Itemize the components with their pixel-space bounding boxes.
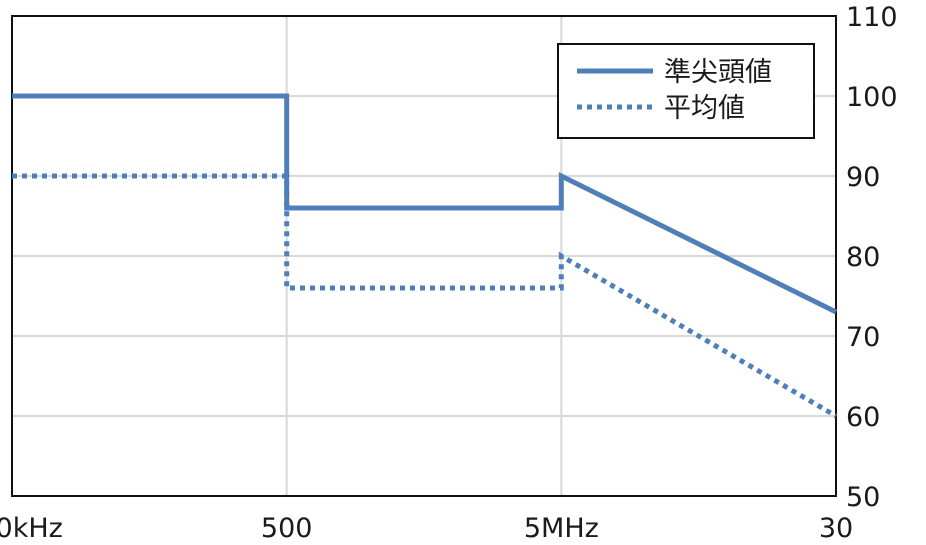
y-tick-label: 70 [846,322,880,353]
x-axis-ticks: 150kHz 500 5MHz 30 [0,513,853,544]
x-tick-label: 150kHz [0,513,63,544]
series-group [12,93,838,419]
legend-box [557,43,815,139]
x-tick-label: 5MHz [524,513,599,544]
y-axis-ticks: 50 60 70 80 90 100 110 [846,2,898,513]
legend-label-0: 準尖頭値 [664,57,772,88]
x-tick-label: 500 [261,513,313,544]
y-tick-label: 80 [846,242,880,273]
y-tick-label: 100 [846,82,898,113]
y-tick-label: 90 [846,162,880,193]
series-line-1 [12,173,838,419]
series-line-0 [12,93,838,315]
y-tick-label: 110 [846,2,898,33]
legend-label-1: 平均値 [664,93,745,124]
y-tick-label: 60 [846,402,880,433]
y-tick-label: 50 [846,482,880,513]
x-tick-label: 30 [819,513,853,544]
plot-border [11,15,837,497]
